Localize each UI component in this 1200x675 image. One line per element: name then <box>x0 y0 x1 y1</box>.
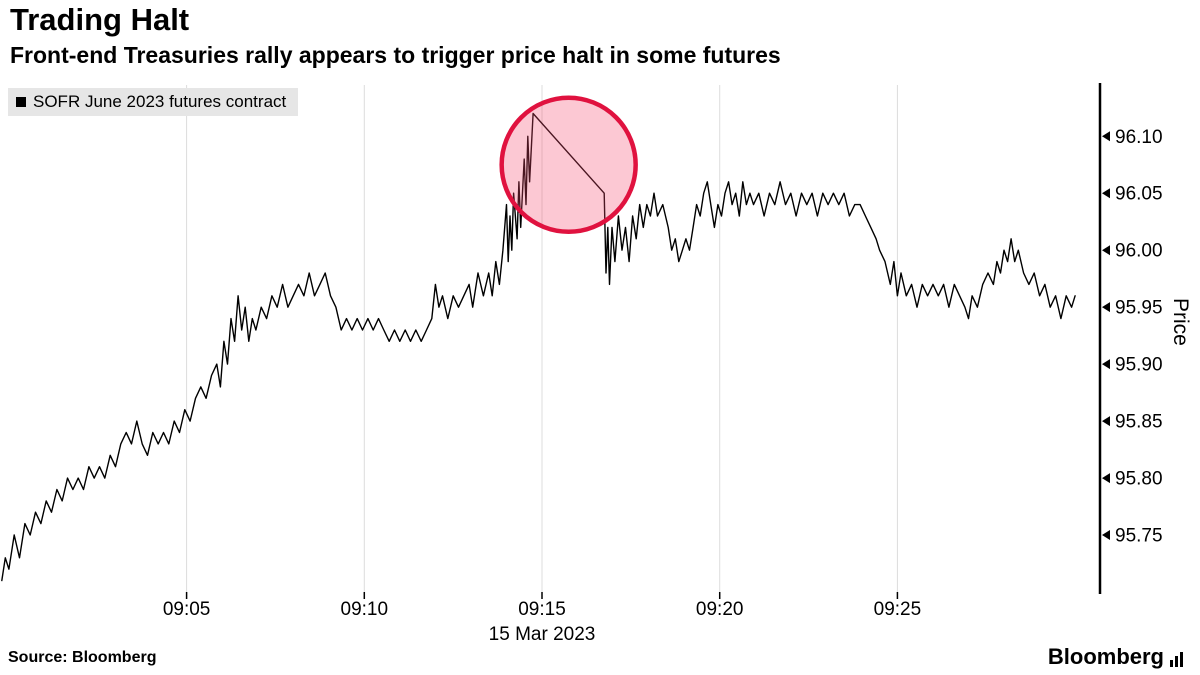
y-tick-label: 95.75 <box>1115 526 1163 547</box>
y-tick-label: 95.95 <box>1115 298 1163 319</box>
y-tick-label: 96.05 <box>1115 184 1163 205</box>
price-line <box>1 112 1076 582</box>
legend-marker-swatch <box>16 97 26 107</box>
y-tick-marker <box>1102 416 1110 427</box>
y-tick-marker <box>1102 530 1110 541</box>
y-tick-marker <box>1102 359 1110 370</box>
chart-subtitle: Front-end Treasuries rally appears to tr… <box>10 42 781 68</box>
y-tick-marker <box>1102 188 1110 199</box>
source-attribution: Source: Bloomberg <box>8 649 157 666</box>
y-tick-label: 95.85 <box>1115 412 1163 433</box>
bloomberg-logo-bars-icon <box>1170 652 1183 667</box>
y-axis-title: Price <box>1169 298 1192 346</box>
chart-title: Trading Halt <box>10 2 190 37</box>
x-tick-label: 09:10 <box>341 599 389 620</box>
y-tick-label: 96.00 <box>1115 241 1163 262</box>
y-tick-marker <box>1102 302 1110 313</box>
y-tick-marker <box>1102 245 1110 256</box>
halt-annotation-circle <box>499 95 638 235</box>
y-tick-label: 95.80 <box>1115 469 1163 490</box>
y-tick-label: 95.90 <box>1115 355 1163 376</box>
legend: SOFR June 2023 futures contract <box>8 88 299 116</box>
x-tick-label: 09:15 <box>518 599 566 620</box>
bloomberg-logo: Bloomberg <box>1048 644 1186 670</box>
y-tick-marker <box>1102 473 1110 484</box>
y-tick-label: 96.10 <box>1115 127 1163 148</box>
x-tick-label: 09:20 <box>696 599 744 620</box>
x-axis-date-label: 15 Mar 2023 <box>489 624 596 645</box>
x-tick-label: 09:25 <box>874 599 922 620</box>
bloomberg-wordmark: Bloomberg <box>1047 644 1164 669</box>
y-tick-marker <box>1102 131 1110 142</box>
legend-series-label: SOFR June 2023 futures contract <box>33 92 287 111</box>
x-tick-label: 09:05 <box>163 599 211 620</box>
